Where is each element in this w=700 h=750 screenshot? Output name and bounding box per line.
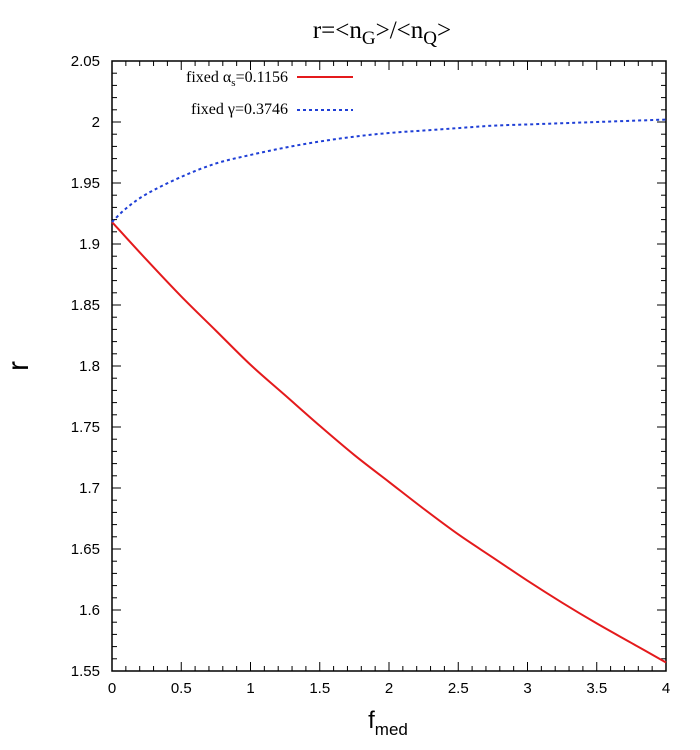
y-tick-label: 1.9 (79, 236, 100, 253)
chart-title: r=<nG>/<nQ> (313, 17, 451, 49)
x-tick-label: 0.5 (171, 680, 192, 697)
x-tick-label: 2.5 (448, 680, 469, 697)
y-tick-label: 1.55 (71, 663, 100, 680)
plot-area (111, 60, 667, 672)
legend-entry-gamma: fixed γ=0.3746 (191, 101, 288, 118)
y-tick-label: 1.75 (71, 419, 100, 436)
y-tick-label: 1.85 (71, 297, 100, 314)
series-line-alpha (111, 221, 667, 664)
y-tick-label: 2.05 (71, 53, 100, 70)
x-tick-label: 2 (385, 680, 393, 697)
y-tick-label: 1.6 (79, 602, 100, 619)
y-tick-label: 1.95 (71, 175, 100, 192)
y-tick-label: 1.7 (79, 480, 100, 497)
y-tick-label: 1.65 (71, 541, 100, 558)
axis-ticks (111, 60, 667, 672)
x-tick-label: 3.5 (586, 680, 607, 697)
x-tick-label: 3 (523, 680, 531, 697)
axis-tick-labels: 0 0.5 1 1.5 2 2.5 3 3.5 4 1.55 1.6 1.65 1.7 1.75 1.8 1.… (71, 53, 670, 697)
legend-entry-alpha: fixed αs=0.1156 (186, 69, 288, 89)
y-tick-label: 1.8 (79, 358, 100, 375)
series-layer (111, 118, 667, 664)
x-tick-label: 1 (246, 680, 254, 697)
y-axis-label: r (2, 361, 35, 371)
x-tick-label: 0 (108, 680, 116, 697)
x-axis-label: fmed (368, 707, 408, 739)
x-tick-label: 1.5 (309, 680, 330, 697)
y-tick-label: 2 (92, 114, 100, 131)
legend: fixed αs=0.1156 fixed γ=0.3746 (186, 69, 353, 118)
series-line-gamma (111, 118, 667, 223)
x-tick-label: 4 (662, 680, 670, 697)
